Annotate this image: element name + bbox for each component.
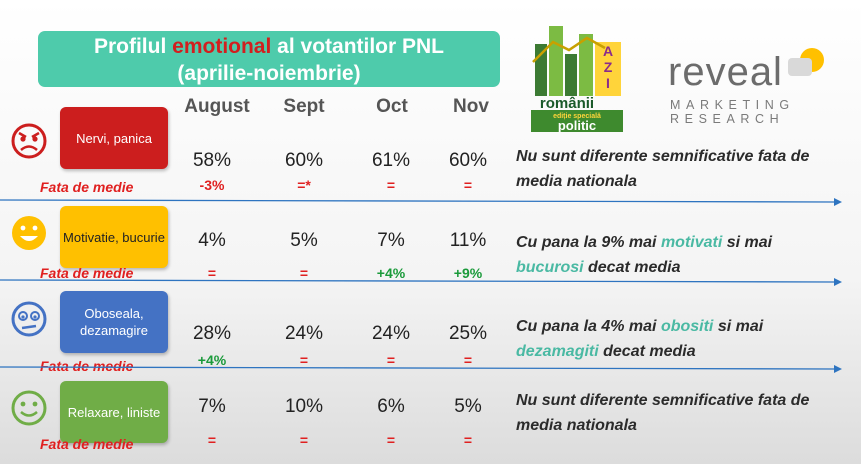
emotion-label-oboseala-dezamagire: Oboseala, dezamagire bbox=[60, 291, 168, 353]
diff-cell: = bbox=[299, 432, 309, 448]
diff-cell: +9% bbox=[453, 265, 483, 281]
value-cell: 24% bbox=[284, 323, 324, 344]
emotion-label-nervi-panica: Nervi, panica bbox=[60, 107, 168, 169]
logo-romanii-word: românii bbox=[540, 95, 594, 112]
title-suffix: al votantilor PNL bbox=[271, 35, 445, 58]
value-cell: 58% bbox=[192, 150, 232, 171]
value-cell: 7% bbox=[198, 396, 226, 417]
diff-cell: = bbox=[386, 352, 396, 368]
row-note: Cu pana la 9% mai motivati si mai bucuro… bbox=[516, 230, 836, 280]
title-prefix: Profilul bbox=[93, 35, 173, 58]
emotion-label-motivatie-bucurie: Motivatie, bucurie bbox=[60, 206, 168, 268]
row-note: Nu sunt diferente semnificative fata de … bbox=[516, 388, 836, 438]
baseline-label: Fata de medie bbox=[40, 358, 134, 374]
value-cell: 61% bbox=[371, 150, 411, 171]
reveal-marketing: MARKETING bbox=[670, 98, 795, 112]
row-note: Nu sunt diferente semnificative fata de … bbox=[516, 144, 836, 194]
happy-face-icon bbox=[10, 214, 48, 257]
reveal-word: reveal bbox=[668, 50, 783, 94]
reveal-research: RESEARCH bbox=[670, 112, 785, 126]
svg-text:I: I bbox=[606, 75, 610, 91]
note-text: Cu pana la 4% mai bbox=[516, 318, 661, 335]
reveal-mark-icon bbox=[788, 48, 824, 76]
value-cell: 5% bbox=[454, 396, 482, 417]
separator-arrow bbox=[0, 198, 842, 206]
column-header-august: August bbox=[184, 96, 250, 117]
diff-cell: = bbox=[386, 432, 396, 448]
note-text: decat media bbox=[583, 259, 681, 276]
value-cell: 10% bbox=[284, 396, 324, 417]
note-highlight: dezamagiti bbox=[516, 343, 599, 360]
column-header-oct: Oct bbox=[376, 96, 408, 117]
value-cell: 60% bbox=[284, 150, 324, 171]
diff-cell: = bbox=[463, 352, 473, 368]
calm-face-icon bbox=[10, 389, 48, 432]
note-highlight: motivati bbox=[660, 234, 723, 251]
svg-text:A: A bbox=[603, 43, 613, 59]
baseline-label: Fata de medie bbox=[40, 265, 134, 281]
value-cell: 4% bbox=[198, 230, 226, 251]
separator-arrow bbox=[0, 365, 842, 373]
diff-cell: =* bbox=[297, 177, 311, 193]
svg-text:Z: Z bbox=[604, 59, 613, 75]
value-cell: 28% bbox=[192, 323, 232, 344]
separator-arrow bbox=[0, 278, 842, 286]
angry-face-icon bbox=[10, 122, 48, 165]
note-highlight: bucurosi bbox=[516, 259, 584, 276]
value-cell: 5% bbox=[290, 230, 318, 251]
logo-edition: ediție specială bbox=[553, 113, 601, 120]
diff-cell: = bbox=[386, 177, 396, 193]
diff-cell: -3% bbox=[199, 177, 225, 193]
note-text: decat media bbox=[598, 343, 696, 360]
chart-title: Profilul emotional al votantilor PNL (ap… bbox=[38, 31, 500, 87]
value-cell: 24% bbox=[371, 323, 411, 344]
note-highlight: obositi bbox=[660, 318, 714, 335]
diff-cell: = bbox=[299, 352, 309, 368]
diff-cell: = bbox=[463, 177, 473, 193]
note-text: Cu pana la 9% mai bbox=[516, 234, 661, 251]
column-header-sept: Sept bbox=[283, 96, 325, 117]
romanii-azi-logo: A Z I românii ediție specială politic bbox=[531, 26, 623, 132]
note-text: si mai bbox=[722, 234, 773, 251]
title-period: (aprilie-noiembrie) bbox=[177, 62, 361, 85]
baseline-label: Fata de medie bbox=[40, 179, 134, 195]
diff-cell: = bbox=[299, 265, 309, 281]
value-cell: 6% bbox=[377, 396, 405, 417]
diff-cell: +4% bbox=[197, 352, 227, 368]
diff-cell: = bbox=[463, 432, 473, 448]
note-text: si mai bbox=[713, 318, 764, 335]
title-highlight: emotional bbox=[172, 35, 272, 58]
note-text: Nu sunt diferente semnificative fata de … bbox=[516, 148, 810, 190]
tired-face-icon bbox=[10, 300, 48, 343]
diff-cell: = bbox=[207, 432, 217, 448]
row-note: Cu pana la 4% mai obositi si mai dezamag… bbox=[516, 314, 836, 364]
value-cell: 7% bbox=[377, 230, 405, 251]
diff-cell: +4% bbox=[376, 265, 406, 281]
column-header-nov: Nov bbox=[453, 96, 489, 117]
diff-cell: = bbox=[207, 265, 217, 281]
value-cell: 11% bbox=[449, 230, 487, 251]
value-cell: 25% bbox=[448, 323, 488, 344]
reveal-logo: reveal MARKETING RESEARCH bbox=[668, 48, 846, 130]
baseline-label: Fata de medie bbox=[40, 436, 134, 452]
emotion-label-relaxare-liniste: Relaxare, liniste bbox=[60, 381, 168, 443]
logo-politic: politic bbox=[558, 118, 596, 132]
note-text: Nu sunt diferente semnificative fata de … bbox=[516, 392, 810, 434]
value-cell: 60% bbox=[448, 150, 488, 171]
